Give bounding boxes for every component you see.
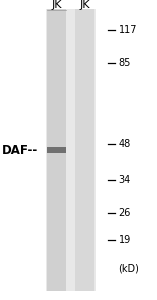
Bar — [47, 147, 66, 153]
Bar — [75, 9, 94, 291]
Text: 26: 26 — [119, 208, 131, 218]
Text: 85: 85 — [119, 58, 131, 68]
Bar — [46, 9, 96, 291]
Text: 48: 48 — [119, 139, 131, 149]
Text: JK: JK — [80, 0, 90, 11]
Text: 19: 19 — [119, 235, 131, 245]
Text: 34: 34 — [119, 175, 131, 185]
Text: (kD): (kD) — [119, 263, 139, 274]
Text: JK: JK — [51, 0, 62, 11]
Bar — [47, 9, 66, 291]
Text: DAF--: DAF-- — [2, 143, 38, 157]
Text: 117: 117 — [119, 25, 137, 35]
